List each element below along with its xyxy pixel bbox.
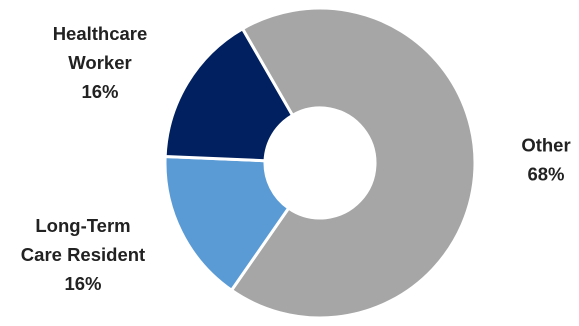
slices-layer (163, 6, 477, 320)
slice-label-line: Other (521, 134, 570, 155)
slice-value-label: 16% (81, 81, 118, 102)
slice-long-term-care-resident (163, 155, 291, 292)
slice-label-other: Other 68% (521, 134, 570, 184)
slice-label-line: Care Resident (21, 244, 145, 265)
slice-label-line: Healthcare (53, 23, 148, 44)
slice-label-line: Worker (68, 52, 131, 73)
slice-label-long-term-care-resident: Long-Term Care Resident 16% (21, 215, 145, 294)
labels-layer: Other 68%Long-Term Care Resident 16%Healthc… (21, 23, 571, 294)
slice-value-label: 68% (527, 163, 564, 184)
slice-healthcare-worker (163, 27, 294, 163)
slice-label-line: Long-Term (35, 215, 130, 236)
slice-value-label: 16% (64, 273, 101, 294)
slice-other (230, 6, 477, 320)
slice-label-healthcare-worker: Healthcare Worker 16% (53, 23, 148, 102)
